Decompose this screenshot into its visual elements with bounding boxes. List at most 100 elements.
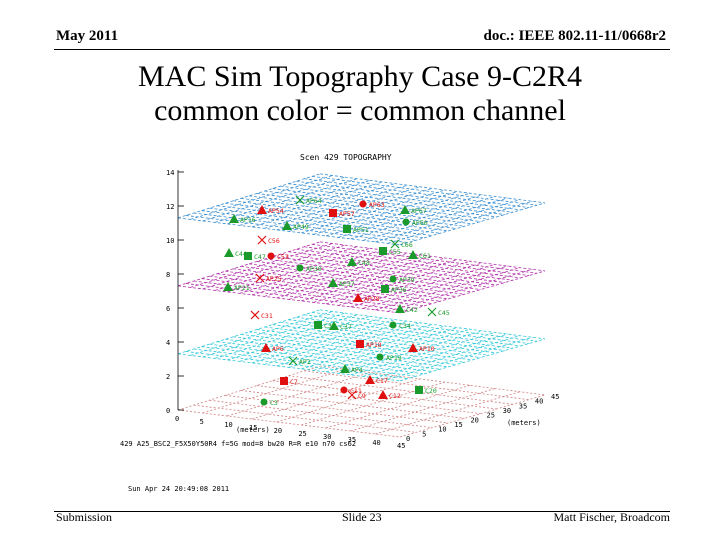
marker-label: AP25 — [266, 275, 282, 283]
device-marker: AP37 — [328, 278, 355, 288]
grid-line — [217, 341, 441, 370]
device-marker: C61 — [408, 250, 431, 260]
marker-triangle — [353, 293, 363, 302]
device-marker: AP64 — [295, 195, 322, 205]
marker-x — [390, 239, 400, 249]
marker-label: AP54 — [268, 207, 284, 215]
marker-circle — [389, 275, 397, 283]
grid-line — [304, 178, 529, 208]
marker-circle — [359, 200, 367, 208]
slide-title-line-2: common color = common channel — [154, 94, 566, 127]
grid-line — [312, 243, 537, 274]
marker-triangle — [328, 278, 338, 287]
grid-line — [375, 391, 521, 435]
marker-label: C30 — [324, 322, 336, 330]
marker-label: C53 — [277, 253, 289, 261]
marker-square — [280, 377, 288, 385]
grid-line — [296, 248, 521, 279]
device-marker: C44 — [224, 248, 247, 258]
marker-triangle — [229, 214, 239, 223]
y-tick-label: 25 — [487, 412, 495, 420]
footer-author: Matt Fischer, Broadcom — [553, 510, 671, 524]
device-marker: C12 — [378, 390, 401, 400]
x-tick-label: 15 — [249, 424, 257, 432]
grid-line — [304, 314, 529, 344]
device-marker: C17 — [365, 375, 388, 385]
marker-x — [257, 235, 267, 245]
grid-line — [241, 265, 465, 295]
marker-x — [255, 273, 265, 283]
marker-label: AP19 — [386, 354, 402, 362]
x-tick-label: 25 — [298, 430, 306, 438]
grid-line — [272, 188, 497, 218]
y-tick-label: 10 — [438, 426, 446, 434]
y-tick-label: 45 — [551, 393, 559, 401]
y-tick-label: 40 — [535, 398, 543, 406]
marker-label: C20 — [425, 387, 437, 395]
layer-grid-blue — [177, 173, 546, 246]
grid-line — [280, 253, 505, 283]
device-marker: C47 — [244, 252, 266, 261]
marker-label: AP2 — [299, 358, 311, 366]
x-axis-label: (meters) — [236, 426, 270, 434]
plot-title: Scen 429 TOPOGRAPHY — [300, 153, 392, 162]
marker-label: C66 — [401, 241, 413, 249]
marker-triangle — [400, 205, 410, 214]
grid-line — [209, 207, 433, 236]
grid-line — [177, 285, 401, 314]
grid-line — [399, 394, 546, 438]
y-tick-label: 5 — [422, 430, 426, 438]
grid-line — [201, 346, 425, 375]
floor-grid — [177, 365, 546, 438]
marker-label: C56 — [268, 237, 280, 245]
device-marker: AP39 — [389, 275, 415, 284]
marker-label: C34 — [399, 322, 411, 330]
grid-line — [201, 278, 425, 307]
device-marker: AP2 — [288, 356, 311, 366]
grid-line — [319, 309, 546, 340]
grid-line — [241, 197, 465, 227]
marker-triangle — [378, 390, 388, 399]
z-tick-label: 6 — [166, 305, 170, 313]
marker-label: AP39 — [399, 276, 415, 284]
grid-line — [350, 388, 496, 432]
grid-line — [193, 404, 417, 433]
x-tick-label: 10 — [224, 421, 232, 429]
marker-circle — [340, 386, 348, 394]
marker-triangle — [340, 364, 350, 373]
grid-line — [256, 193, 481, 222]
grid-line — [185, 215, 409, 243]
grid-line — [227, 372, 371, 417]
marker-label: AP49 — [293, 223, 309, 231]
marker-square — [415, 386, 423, 394]
marker-label: AP51 — [353, 226, 369, 234]
marker-square — [314, 321, 322, 329]
grid-line — [225, 394, 449, 424]
plot-caption: 429 A25_BSC2_F5X50Y50R4 f=5G mod=8 bw20 … — [120, 440, 356, 448]
y-axis-label: (meters) — [507, 419, 541, 427]
device-marker: C48 — [347, 257, 370, 267]
grid-line — [276, 378, 421, 423]
grid-line — [193, 212, 417, 241]
x-axis: 0 5 10 15 20 25 30 35 40 45 — [175, 415, 405, 450]
device-marker: AP60 — [402, 218, 428, 227]
marker-circle — [260, 398, 268, 406]
device-marker: AP6 — [261, 343, 284, 353]
topography-figure: 0 2 4 6 8 10 12 14 0 5 10 15 20 25 30 35 40 45 0 5 10 15 20 2… — [110, 145, 560, 495]
grid-line — [319, 173, 546, 204]
x-tick-label: 45 — [397, 442, 405, 450]
marker-label: C61 — [419, 252, 431, 260]
device-marker: AP67 — [400, 205, 427, 215]
device-marker: AP57 — [329, 209, 355, 218]
grid-line — [248, 195, 473, 225]
x-tick-label: 35 — [348, 436, 356, 444]
marker-circle — [267, 252, 275, 260]
grid-line — [185, 283, 409, 311]
grid-line — [233, 200, 457, 229]
grid-line — [288, 375, 513, 405]
device-marker: AP4 — [340, 364, 363, 374]
marker-label: AP10 — [419, 345, 435, 353]
device-marker: AP49 — [282, 221, 309, 231]
grid-line — [319, 365, 546, 396]
marker-label: C48 — [358, 259, 370, 267]
